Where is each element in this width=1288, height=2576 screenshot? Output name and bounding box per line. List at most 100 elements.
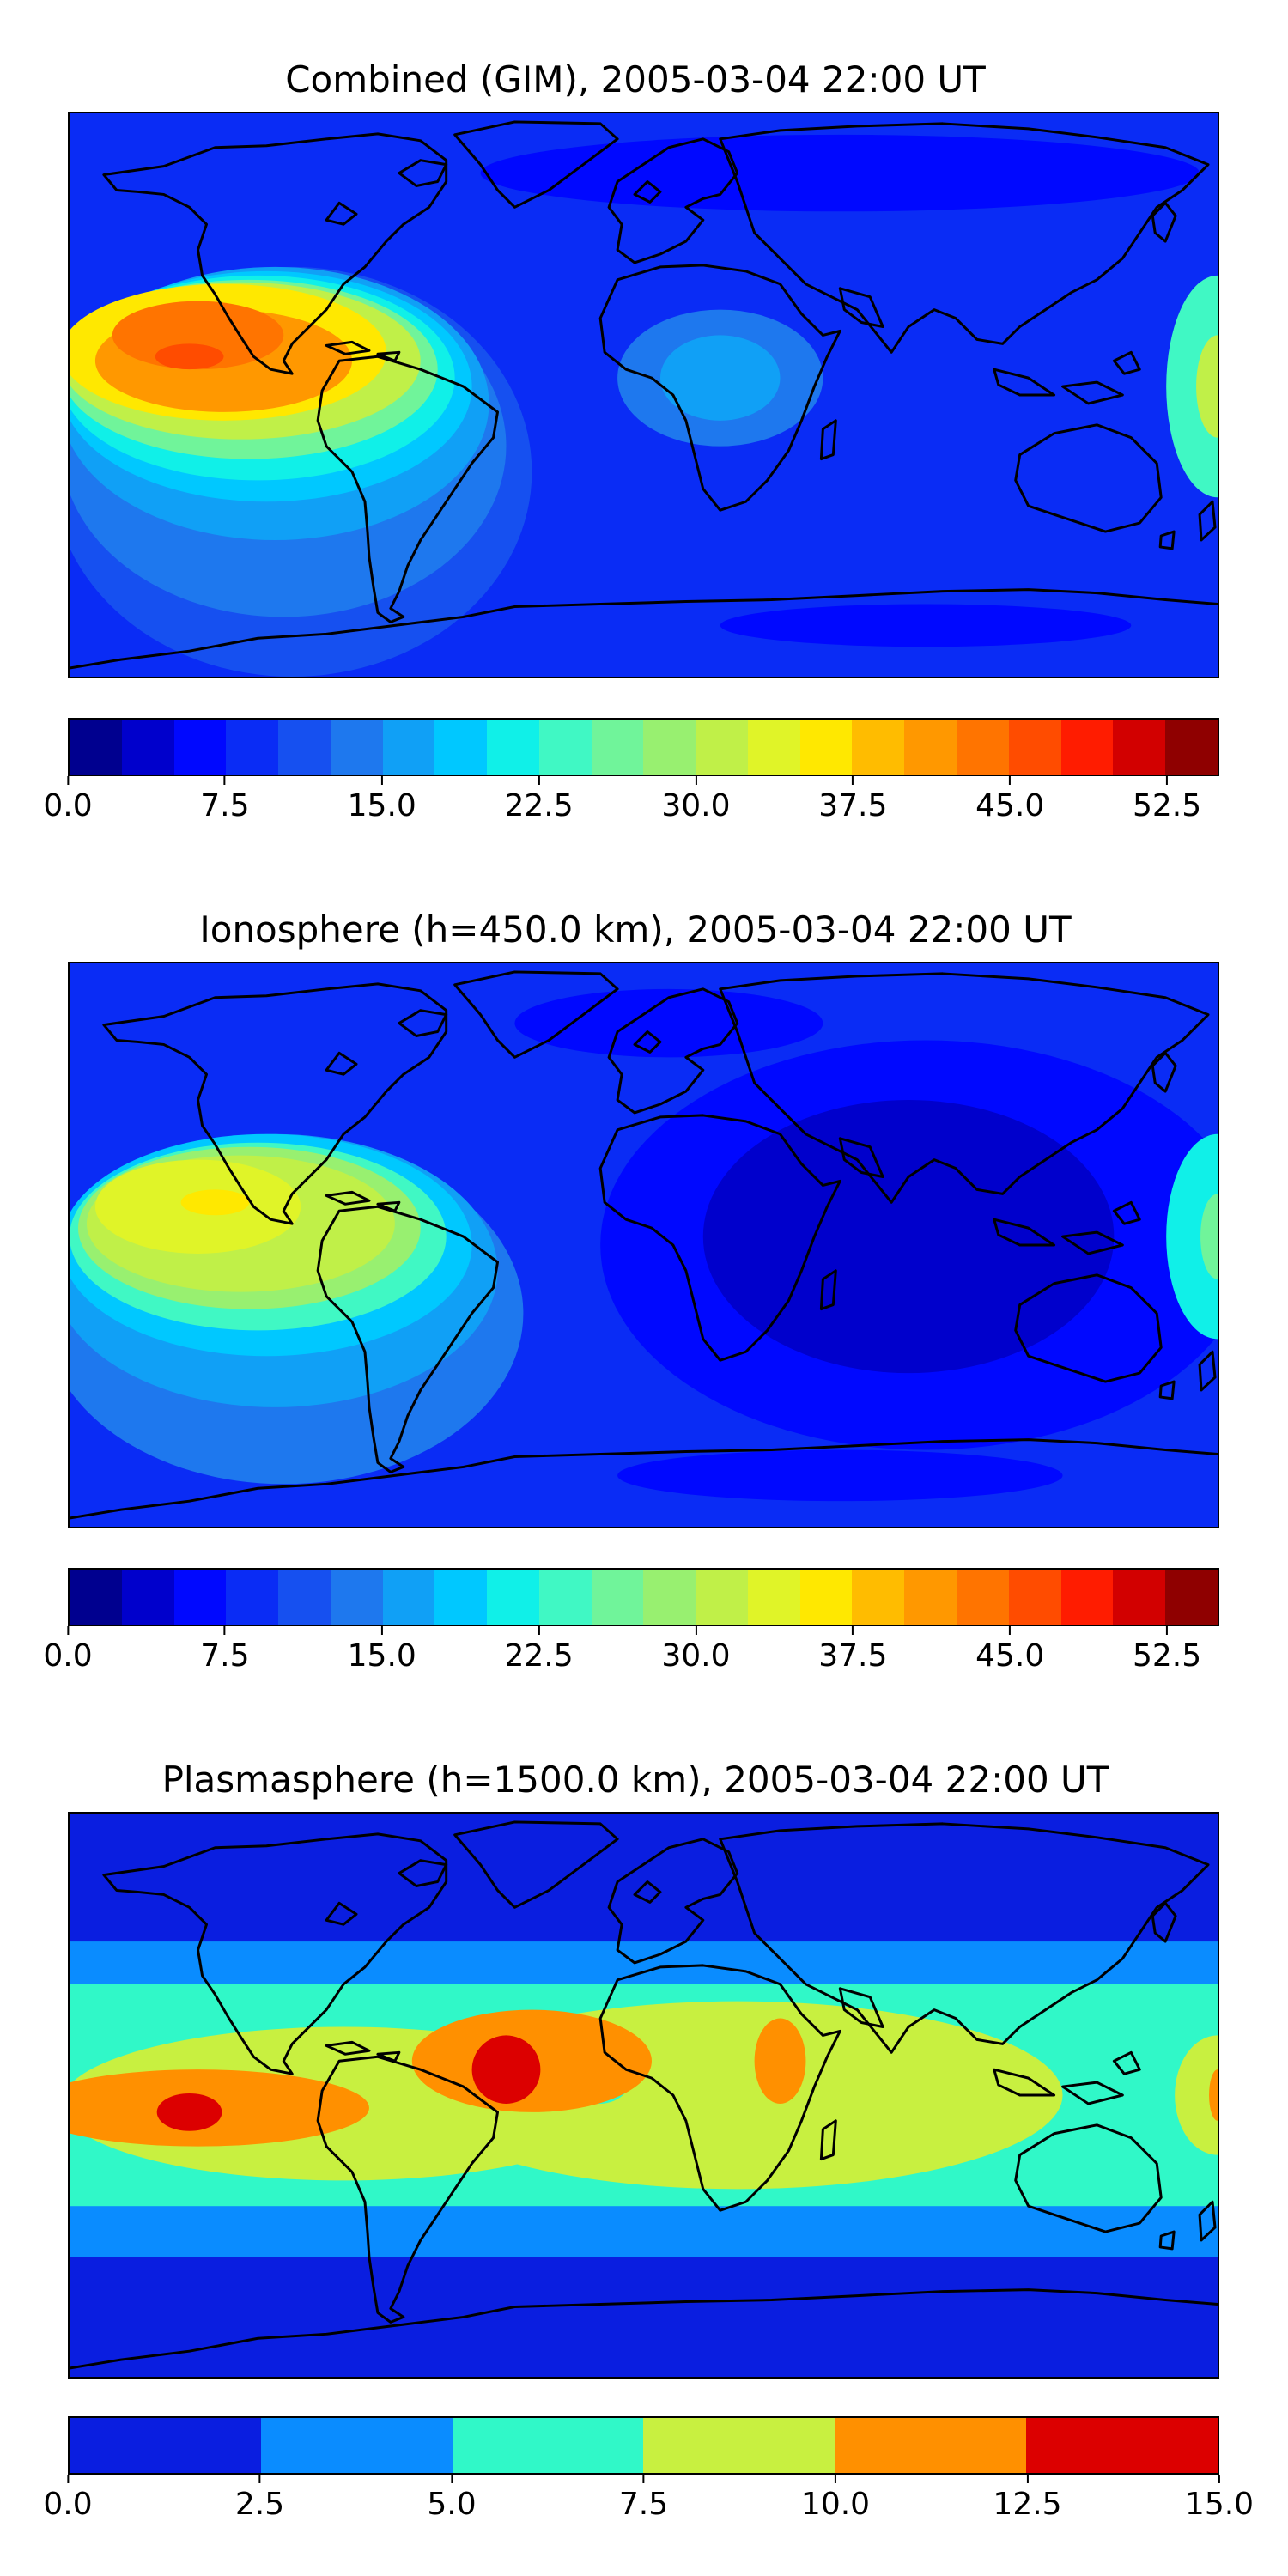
contour-level: [1175, 2035, 1218, 2155]
colorbar-tick: 0.0: [43, 776, 93, 824]
colorbar-tick-label: 0.0: [43, 2487, 93, 2522]
colorbar-segment: [260, 2418, 453, 2473]
colorbar-tick-label: 45.0: [975, 788, 1045, 823]
colorbar-segment: [799, 1570, 853, 1625]
contour-level: [1166, 275, 1218, 498]
colorbar-tick: 15.0: [348, 776, 416, 824]
colorbar-tick-label: 37.5: [818, 1638, 888, 1674]
tec-map-plasmasphere: [68, 1812, 1219, 2379]
colorbar-segment: [173, 1570, 227, 1625]
colorbar-segment: [1008, 1570, 1061, 1625]
colorbar-ticks-ionosphere: 0.0 7.5 15.0 22.5 30.0 37.5 45.0 52.5: [43, 1626, 1219, 1678]
contour-level: [754, 2018, 806, 2104]
colorbar-segment: [70, 1570, 122, 1625]
colorbar-segment: [434, 1570, 488, 1625]
contour-level: [659, 335, 781, 421]
colorbar-tick: 0.0: [43, 2475, 93, 2523]
colorbar-tick: 12.5: [993, 2475, 1062, 2523]
contour-level: [180, 1189, 250, 1216]
colorbar-tick: 37.5: [818, 1626, 887, 1674]
colorbar-segment: [538, 720, 592, 775]
colorbar-ionosphere: [68, 1568, 1219, 1626]
colorbar-segment: [487, 1570, 539, 1625]
tec-contour-ionosphere: [70, 963, 1218, 1527]
colorbar-segment: [70, 720, 122, 775]
colorbar-segment: [278, 720, 331, 775]
colorbar-segment: [1165, 720, 1218, 775]
colorbar-segment: [487, 720, 539, 775]
colorbar-segment: [173, 720, 227, 775]
colorbar-tick: 30.0: [661, 1626, 731, 1674]
colorbar-segment: [121, 720, 174, 775]
colorbar-tick-label: 0.0: [43, 788, 93, 823]
colorbar-tick: 7.5: [200, 776, 249, 824]
colorbar-segment: [643, 720, 696, 775]
colorbar-segment: [1026, 2418, 1218, 2473]
colorbar-segment: [538, 1570, 592, 1625]
contour-level: [155, 343, 224, 370]
colorbar-tick-label: 37.5: [818, 788, 888, 823]
colorbar-segment: [278, 1570, 331, 1625]
colorbar-segment: [904, 720, 957, 775]
colorbar-plasmasphere: [68, 2416, 1219, 2475]
tec-contour-plasmasphere: [70, 1814, 1218, 2377]
contour-level: [1166, 1133, 1218, 1340]
colorbar-tick: 10.0: [801, 2475, 870, 2523]
colorbar-tick-label: 45.0: [975, 1638, 1045, 1674]
colorbar-segment: [696, 1570, 748, 1625]
colorbar-tick-label: 0.0: [43, 1638, 93, 1674]
colorbar-segment: [382, 720, 435, 775]
colorbar-tick-label: 7.5: [618, 2487, 669, 2522]
map-title-ionosphere: Ionosphere (h=450.0 km), 2005-03-04 22:0…: [199, 908, 1072, 951]
colorbar-tick: 52.5: [1133, 776, 1201, 824]
colorbar-segment: [747, 720, 800, 775]
colorbar-tick: 7.5: [619, 2475, 668, 2523]
contour-level: [1209, 2069, 1218, 2121]
tec-contour-combined: [70, 113, 1218, 677]
colorbar-tick-label: 7.5: [200, 1638, 250, 1674]
colorbar-tick: 15.0: [1185, 2475, 1254, 2523]
colorbar-tick: 7.5: [200, 1626, 249, 1674]
colorbar-tick-label: 30.0: [661, 788, 731, 823]
colorbar-tick-label: 10.0: [800, 2487, 871, 2522]
colorbar-segment: [747, 1570, 800, 1625]
colorbar-segment: [1165, 1570, 1218, 1625]
colorbar-tick-label: 22.5: [504, 1638, 574, 1674]
colorbar-tick: 15.0: [348, 1626, 416, 1674]
colorbar-segment: [1008, 720, 1061, 775]
colorbar-tick-label: 12.5: [993, 2487, 1062, 2522]
colorbar-tick-label: 22.5: [504, 788, 574, 823]
colorbar-tick-label: 15.0: [347, 1638, 416, 1674]
colorbar-segment: [835, 2418, 1027, 2473]
colorbar-tick: 45.0: [975, 1626, 1044, 1674]
colorbar-segment: [382, 1570, 435, 1625]
tec-map-combined: [68, 112, 1219, 678]
contour-level: [720, 604, 1132, 647]
colorbar-segment: [121, 1570, 174, 1625]
contour-level: [471, 2035, 541, 2104]
colorbar-tick: 2.5: [235, 2475, 284, 2523]
map-title-combined: Combined (GIM), 2005-03-04 22:00 UT: [285, 58, 986, 100]
colorbar-segment: [852, 720, 905, 775]
contour-level: [617, 1449, 1063, 1502]
colorbar-segment: [1060, 1570, 1114, 1625]
colorbar-segment: [70, 2418, 261, 2473]
tec-map-ionosphere: [68, 962, 1219, 1528]
colorbar-ticks-combined: 0.0 7.5 15.0 22.5 30.0 37.5 45.0 52.5: [43, 776, 1219, 828]
contour-level: [1196, 335, 1218, 438]
colorbar-segment: [696, 720, 748, 775]
colorbar-segment: [434, 720, 488, 775]
colorbar-tick: 45.0: [975, 776, 1044, 824]
colorbar-tick: 5.0: [427, 2475, 477, 2523]
colorbar-segment: [799, 720, 853, 775]
colorbar-tick-label: 52.5: [1132, 1638, 1202, 1674]
colorbar-segment: [330, 720, 383, 775]
colorbar-tick: 22.5: [505, 1626, 574, 1674]
colorbar-tick-label: 30.0: [661, 1638, 731, 1674]
colorbar-segment: [226, 720, 279, 775]
colorbar-tick-label: 15.0: [1184, 2487, 1255, 2522]
colorbar-segment: [226, 1570, 279, 1625]
colorbar-segment: [957, 1570, 1009, 1625]
colorbar-segment: [904, 1570, 957, 1625]
colorbar-segment: [852, 1570, 905, 1625]
